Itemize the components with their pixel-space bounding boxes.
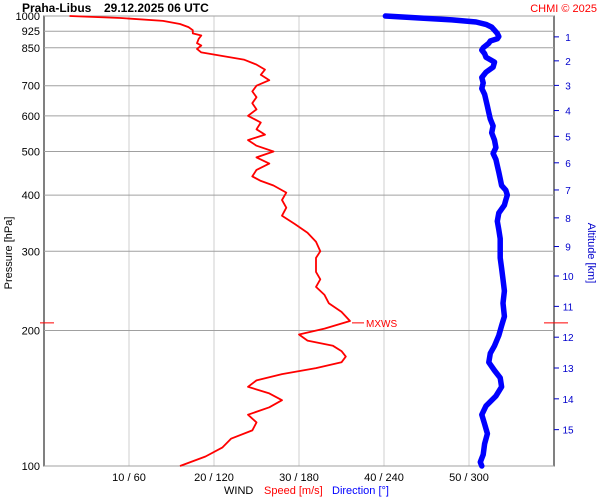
altitude-tick-label: 1: [565, 33, 571, 44]
altitude-tick-label: 3: [565, 81, 571, 92]
altitude-tick-label: 5: [565, 132, 571, 143]
wind-tick-label: 10 / 60: [112, 472, 146, 484]
pressure-tick-label: 850: [22, 43, 40, 55]
speed-unit-label: Speed [m/s]: [264, 485, 323, 497]
direction-unit-label: Direction [°]: [332, 485, 389, 497]
wind-tick-label: 40 / 240: [364, 472, 404, 484]
altitude-tick-label: 10: [562, 272, 574, 283]
wind-tick-label: 50 / 300: [449, 472, 489, 484]
altitude-tick-label: 7: [565, 186, 571, 197]
altitude-tick-label: 14: [562, 395, 574, 406]
pressure-tick-label: 500: [22, 146, 40, 158]
pressure-axis-label: Pressure [hPa]: [3, 217, 15, 290]
altitude-tick-label: 15: [562, 426, 574, 437]
credit-text: CHMI © 2025: [530, 3, 597, 15]
pressure-tick-labels: 100 200 300 400 500 600 700 850 925 1000: [16, 11, 40, 473]
altitude-tick-label: 6: [565, 159, 571, 170]
pressure-tick-label: 600: [22, 111, 40, 123]
pressure-tick-label: 700: [22, 81, 40, 93]
wind-tick-label: 20 / 120: [194, 472, 234, 484]
pressure-tick-label: 100: [22, 461, 40, 473]
pressure-tick-label: 925: [22, 26, 40, 38]
pressure-grid: [44, 15, 554, 467]
sounding-datetime: 29.12.2025 06 UTC: [104, 1, 209, 15]
altitude-tick-label: 9: [565, 243, 571, 254]
station-name: Praha-Libus: [22, 1, 92, 15]
altitude-tick-label: 8: [565, 214, 571, 225]
altitude-axis-label: Altitude [km]: [585, 223, 597, 284]
mxws-label: MXWS: [366, 319, 397, 330]
pressure-tick-label: 400: [22, 190, 40, 202]
wind-grid: [128, 16, 470, 466]
altitude-tick-label: 13: [562, 364, 574, 375]
direction-series-line: [382, 13, 511, 469]
pressure-tick-label: 300: [22, 246, 40, 258]
pressure-tick-label: 200: [22, 326, 40, 338]
wind-label: WIND: [224, 485, 253, 497]
mxws-marker: MXWS: [40, 319, 568, 330]
wind-tick-label: 30 / 180: [279, 472, 319, 484]
speed-series-line: [69, 15, 351, 467]
altitude-tick-label: 11: [563, 302, 574, 313]
wind-tick-labels: 10 / 60 20 / 120 30 / 180 40 / 240 50 / 300: [112, 472, 489, 484]
altitude-tick-label: 12: [562, 333, 574, 344]
pressure-tick-label: 1000: [16, 11, 40, 23]
altitude-tick-label: 2: [565, 57, 571, 68]
altitude-tick-label: 4: [565, 107, 571, 118]
